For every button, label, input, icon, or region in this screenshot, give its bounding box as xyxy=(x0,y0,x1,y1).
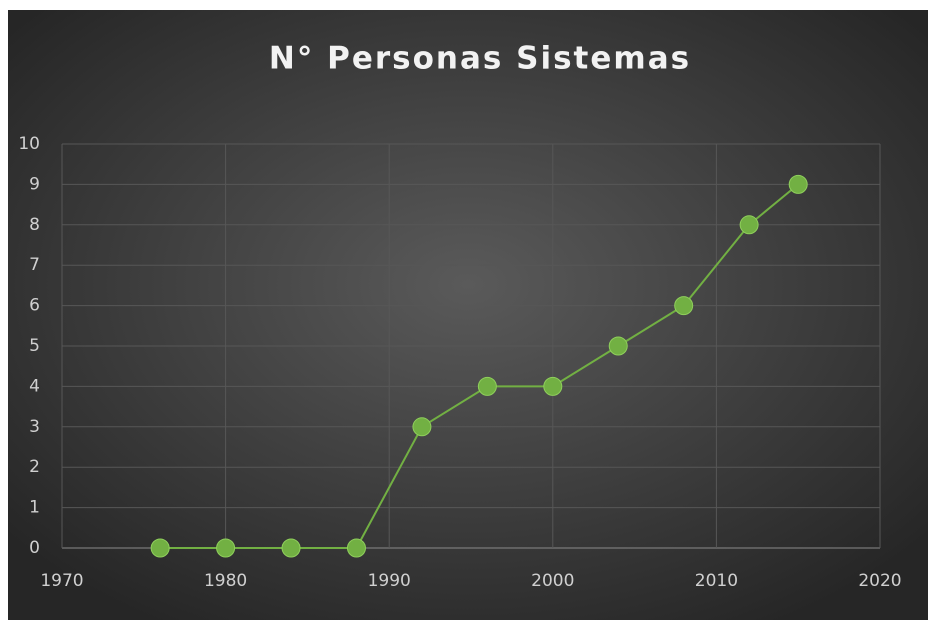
y-tick-label: 0 xyxy=(29,538,40,558)
data-point xyxy=(477,376,497,396)
x-tick-label: 1980 xyxy=(204,571,247,591)
chart-background xyxy=(8,10,928,620)
data-point xyxy=(674,296,694,316)
y-tick-label: 5 xyxy=(29,336,40,356)
x-tick-label: 2020 xyxy=(858,571,901,591)
data-point xyxy=(216,538,236,558)
y-tick-label: 10 xyxy=(18,134,40,154)
x-tick-label: 1990 xyxy=(368,571,411,591)
x-tick-label: 2000 xyxy=(531,571,574,591)
y-tick-label: 4 xyxy=(29,376,40,396)
y-tick-label: 6 xyxy=(29,296,40,316)
y-tick-label: 8 xyxy=(29,215,40,235)
data-point xyxy=(346,538,366,558)
data-point xyxy=(788,174,808,194)
y-tick-label: 1 xyxy=(29,498,40,518)
data-point xyxy=(281,538,301,558)
data-point xyxy=(150,538,170,558)
x-tick-label: 1970 xyxy=(40,571,83,591)
data-point xyxy=(412,417,432,437)
data-point xyxy=(543,376,563,396)
y-tick-label: 7 xyxy=(29,255,40,275)
y-tick-label: 2 xyxy=(29,457,40,477)
y-tick-label: 9 xyxy=(29,174,40,194)
chart-title: N° Personas Sistemas xyxy=(269,41,691,77)
x-tick-label: 2010 xyxy=(695,571,738,591)
y-tick-label: 3 xyxy=(29,417,40,437)
data-point xyxy=(739,215,759,235)
data-point xyxy=(608,336,628,356)
